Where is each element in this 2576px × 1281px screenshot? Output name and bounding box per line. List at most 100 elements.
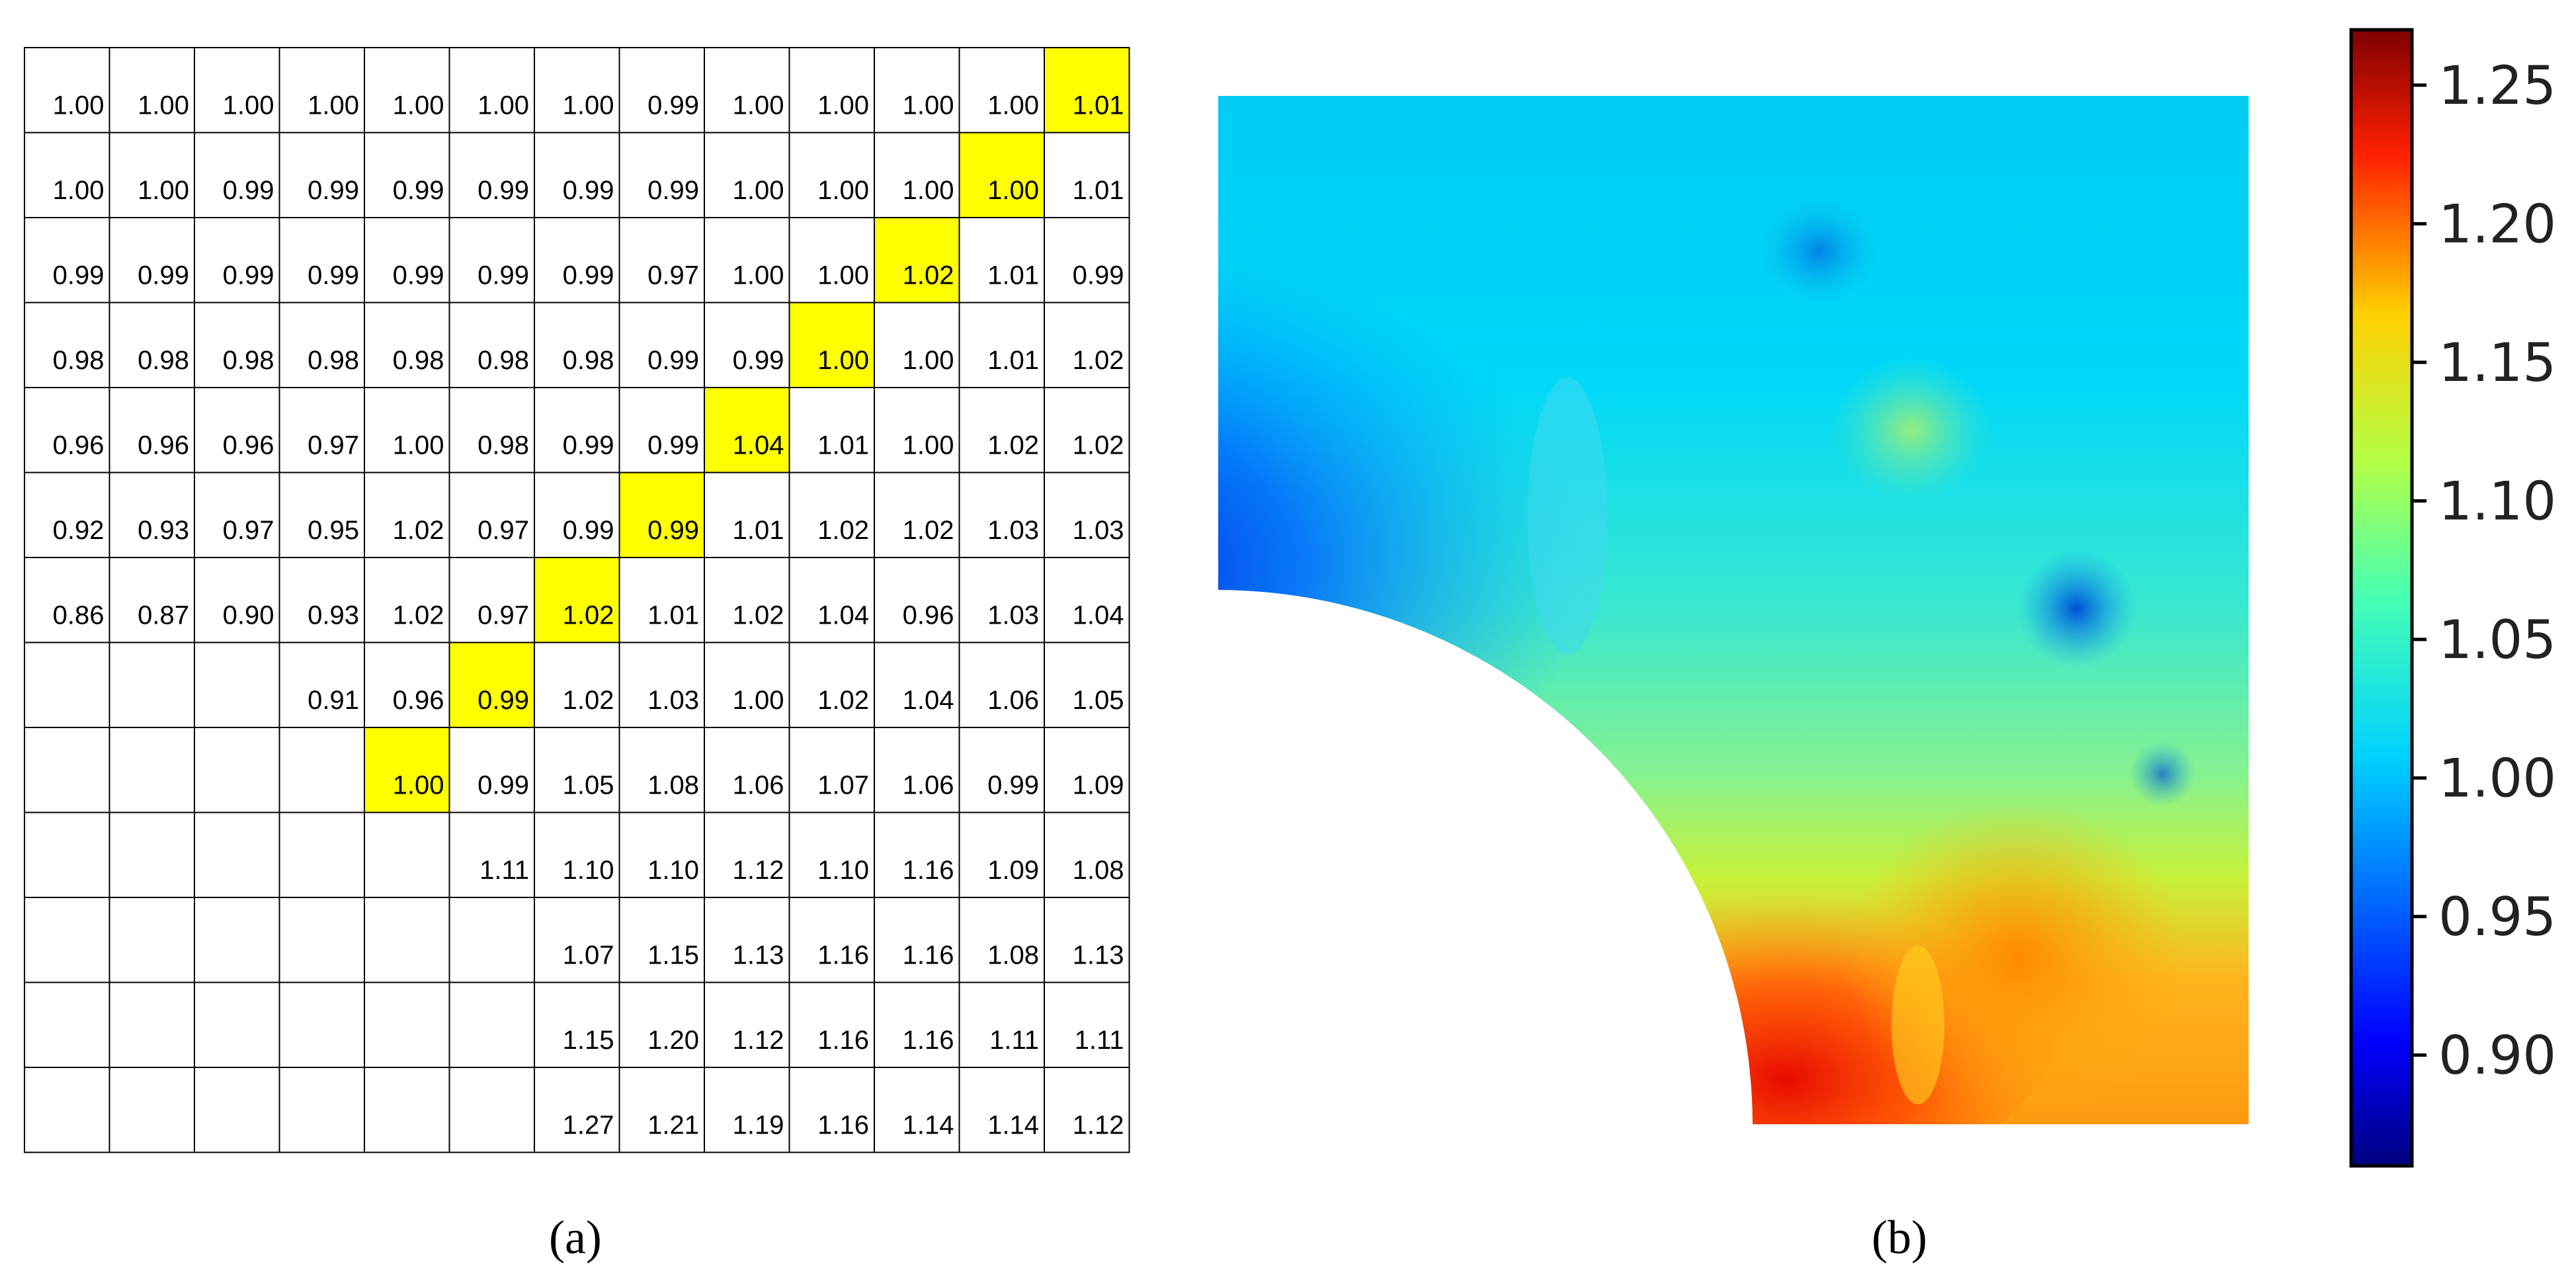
table-cell-value: 0.96 [138, 431, 189, 460]
table-cell-value: 0.98 [478, 346, 529, 375]
table-cell-value: 0.99 [1073, 261, 1124, 290]
colorbar [2349, 28, 2414, 1168]
table-cell-value: 0.98 [53, 346, 104, 375]
table-cell-value: 1.02 [1073, 431, 1124, 460]
colorbar-tick-label: 0.90 [2438, 1024, 2556, 1086]
table-cell-value: 1.12 [733, 1026, 784, 1055]
table-cell [448, 302, 535, 388]
table-cell-value: 0.86 [53, 601, 104, 630]
table-cell-value: 1.02 [987, 431, 1039, 460]
table-cell [278, 897, 365, 983]
table-cell-value: 1.08 [987, 941, 1039, 970]
table-cell [194, 557, 280, 643]
table-cell [278, 387, 365, 474]
table-cell-value: 0.97 [308, 431, 359, 460]
colorbar-tick-label: 1.05 [2438, 609, 2556, 671]
table-cell [788, 641, 875, 728]
table-cell-value: 1.00 [987, 91, 1039, 120]
table-cell [534, 1067, 620, 1153]
table-cell-value: 0.97 [478, 601, 529, 630]
table-cell-value: 1.04 [817, 601, 869, 630]
table-cell-value: 1.16 [817, 1026, 869, 1055]
table-cell [278, 811, 365, 898]
table-cell-value: 1.00 [903, 431, 954, 460]
table-cell-value: 1.02 [393, 516, 444, 545]
colorbar-tick-label: 1.15 [2438, 332, 2556, 393]
table-cell [194, 727, 280, 813]
table-cell [704, 1067, 790, 1153]
table-cell-value: 1.06 [987, 686, 1039, 715]
table-cell [278, 132, 365, 218]
table-cell [788, 811, 875, 898]
table-cell-value: 0.96 [53, 431, 104, 460]
table-cell [24, 727, 110, 813]
table-cell-value: 1.00 [138, 176, 189, 205]
table-cell [704, 727, 790, 813]
table-cell-value: 1.00 [733, 261, 784, 290]
table-cell-value: 1.02 [903, 516, 954, 545]
table-cell [364, 897, 450, 983]
table-cell-value: 0.98 [138, 346, 189, 375]
table-cell [448, 132, 535, 218]
table-cell [24, 641, 110, 728]
table-cell-value: 1.00 [393, 431, 444, 460]
table-cell-value: 0.99 [647, 91, 699, 120]
table-cell-value: 1.00 [308, 91, 359, 120]
table-cell [874, 387, 960, 474]
table-cell-value: 1.01 [733, 516, 784, 545]
table-cell [618, 217, 705, 304]
colorbar-tick-label: 1.20 [2438, 193, 2556, 255]
table-cell [194, 1067, 280, 1153]
table-cell [278, 472, 365, 558]
table-cell [788, 217, 875, 304]
table-cell-value: 1.04 [733, 431, 784, 460]
table-cell [108, 897, 195, 983]
table-cell [534, 727, 620, 813]
colorbar-tick-label: 1.00 [2438, 747, 2556, 809]
table-cell-value: 1.02 [733, 601, 784, 630]
table-cell-value: 1.00 [733, 91, 784, 120]
table-cell-value: 0.99 [308, 261, 359, 290]
table-cell [1044, 557, 1130, 643]
table-cell-value: 1.04 [903, 686, 954, 715]
table-cell [1044, 387, 1130, 474]
table-cell-value: 0.99 [563, 431, 614, 460]
table-cell-value: 0.98 [308, 346, 359, 375]
table-cell-value: 1.00 [53, 176, 104, 205]
table-cell [1044, 47, 1130, 134]
table-cell [874, 557, 960, 643]
table-cell [874, 472, 960, 558]
table-cell-value: 1.12 [1073, 1111, 1124, 1140]
table-cell-value: 1.11 [479, 856, 529, 885]
table-cell [958, 641, 1045, 728]
table-cell-value: 0.99 [647, 346, 699, 375]
table-cell-value: 1.11 [989, 1026, 1039, 1055]
table-cell [704, 217, 790, 304]
table-cell [618, 472, 705, 558]
table-cell-value: 1.19 [733, 1111, 784, 1140]
table-cell [618, 47, 705, 134]
table-cell-value: 0.99 [223, 261, 274, 290]
table-cell-value: 0.99 [478, 771, 529, 800]
table-cell-value: 1.06 [733, 771, 784, 800]
table-cell-value: 0.99 [987, 771, 1039, 800]
table-cell [278, 1067, 365, 1153]
table-cell-value: 0.99 [563, 516, 614, 545]
table-cell [704, 302, 790, 388]
colorbar-ticks: 0.90 0.95 1.00 1.05 1.10 1.15 1.20 1.25 [2412, 55, 2556, 1086]
table-cell-value: 1.00 [53, 91, 104, 120]
table-cell-value: 1.12 [733, 856, 784, 885]
table-cell-value: 1.16 [903, 941, 954, 970]
table-cell-value: 1.00 [223, 91, 274, 120]
table-cell-value: 1.03 [987, 601, 1039, 630]
table-cell [788, 557, 875, 643]
table-cell-value: 1.09 [987, 856, 1039, 885]
table-cell [108, 47, 195, 134]
table-cell-value: 0.99 [478, 686, 529, 715]
table-cell-value: 1.13 [733, 941, 784, 970]
table-cell-value: 1.00 [903, 91, 954, 120]
table-cell [1044, 897, 1130, 983]
table-cell-value: 1.15 [647, 941, 699, 970]
table-cell-value: 1.02 [563, 601, 614, 630]
table-cell-value: 0.98 [478, 431, 529, 460]
